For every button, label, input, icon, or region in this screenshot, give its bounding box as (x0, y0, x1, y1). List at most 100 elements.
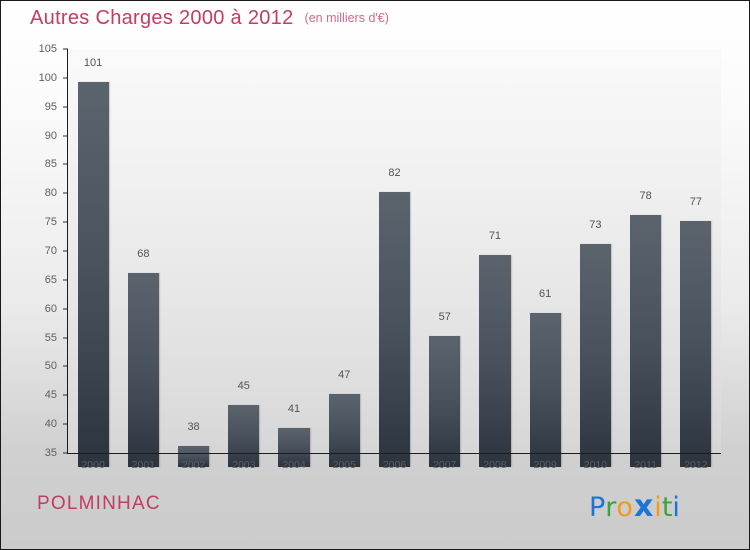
bar[interactable] (278, 428, 310, 467)
y-axis-tick-mark (63, 308, 68, 310)
y-axis-tick-label: 60 (44, 302, 57, 315)
bar[interactable] (479, 255, 511, 467)
bar-value-label: 82 (388, 166, 401, 179)
y-axis-tick-mark (63, 337, 68, 339)
bar[interactable] (178, 445, 210, 467)
y-axis-tick-label: 70 (44, 245, 57, 257)
bar-slot: 61 (529, 49, 561, 467)
bar[interactable] (127, 272, 159, 467)
y-axis-tick-label: 85 (44, 158, 57, 171)
bar-value-label: 77 (689, 195, 702, 208)
x-axis-tick-label: 2007 (433, 459, 457, 471)
bar-value-label: 57 (438, 311, 451, 324)
bar-slot: 82 (378, 49, 411, 467)
y-axis-tick-label: 80 (44, 187, 57, 200)
y-axis: 35 40 45 50 55 60 65 70 75 80 85 90 95 100 105 (29, 43, 68, 459)
bar[interactable] (77, 82, 109, 467)
x-axis-tick-label: 2003 (232, 459, 256, 471)
bar[interactable] (630, 214, 662, 467)
y-axis-tick-label: 90 (44, 129, 57, 142)
logo-letter-i-first: i (654, 492, 662, 523)
chart-header: Autres Charges 2000 à 2012 (en milliers … (1, 1, 749, 35)
bar-slot: 45 (228, 49, 260, 467)
proxiti-logo[interactable]: Proxiti (589, 489, 680, 524)
logo-letter-x: x (633, 489, 654, 524)
logo-letter-o: o (616, 492, 633, 523)
bar-slot: 73 (579, 49, 611, 467)
chart-subtitle: (en milliers d'€) (304, 11, 389, 25)
bar[interactable] (429, 336, 461, 467)
bar-value-label: 45 (237, 380, 250, 393)
bar-value-label: 73 (589, 218, 602, 231)
x-axis-tick-label: 2006 (382, 459, 407, 471)
y-axis-tick-mark (63, 279, 68, 281)
x-axis-tick-label: 2009 (533, 459, 557, 471)
bar-value-label: 78 (639, 189, 652, 202)
y-axis-tick-label: 50 (44, 360, 57, 373)
chart-title: Autres Charges 2000 à 2012 (30, 6, 294, 29)
bar-value-label: 68 (137, 247, 150, 260)
y-axis-tick-mark (63, 48, 68, 50)
x-axis-tick-label: 2005 (332, 459, 356, 471)
y-axis-tick-label: 100 (38, 71, 57, 84)
bar-value-label: 41 (287, 403, 301, 416)
y-axis-tick-mark (63, 77, 68, 79)
x-axis-tick-label: 2010 (583, 459, 608, 471)
y-axis-tick-mark (63, 423, 68, 425)
plot-wrapper: 35 40 45 50 55 60 65 70 75 80 85 90 95 100 105 101 68 38… (29, 43, 721, 471)
y-axis-tick-label: 65 (44, 273, 57, 286)
bar[interactable] (579, 243, 611, 467)
bars-layer: 101 68 38 45 41 47 82 57 71 61 73 78 77 (68, 49, 721, 467)
logo-letter-i-second: i (672, 492, 680, 523)
bar[interactable] (680, 220, 712, 467)
y-axis-tick-mark (63, 106, 68, 108)
y-axis-tick-mark (63, 135, 68, 137)
chart-footer: POLMINHAC Proxiti (1, 487, 749, 549)
y-axis-tick-label: 105 (38, 43, 57, 55)
bar-value-label: 47 (338, 368, 351, 381)
bar-slot: 77 (680, 49, 712, 467)
y-axis-tick-mark (63, 221, 68, 223)
x-axis-tick-label: 2012 (684, 459, 708, 471)
x-axis-tick-label: 2011 (634, 459, 657, 471)
logo-letter-p: P (589, 492, 606, 523)
logo-letter-r: r (605, 492, 617, 523)
bar[interactable] (378, 191, 411, 467)
logo-letter-t: t (661, 492, 673, 523)
y-axis-tick-label: 45 (44, 389, 57, 402)
bar-slot: 68 (127, 49, 159, 467)
bar[interactable] (228, 405, 260, 467)
y-axis-tick-mark (63, 163, 68, 165)
y-axis-tick-label: 55 (44, 331, 57, 344)
y-axis-line (67, 49, 68, 453)
x-axis-tick-label: 2001 (131, 459, 156, 471)
bar-slot: 78 (630, 49, 662, 467)
y-axis-tick-mark (63, 250, 68, 252)
commune-name: POLMINHAC (37, 493, 161, 514)
x-axis-line (67, 453, 721, 454)
bar-slot: 47 (328, 49, 360, 467)
x-axis-tick-label: 2008 (483, 459, 507, 471)
x-axis: 2000 2001 2002 2003 2004 2005 2006 2007 2008 2009… (68, 455, 721, 475)
y-axis-tick-label: 95 (44, 100, 57, 113)
bar[interactable] (328, 393, 360, 467)
bar-value-label: 101 (83, 57, 103, 70)
bar-value-label: 38 (187, 420, 200, 433)
y-axis-tick-mark (63, 365, 68, 367)
y-axis-tick-mark (63, 394, 68, 396)
x-axis-tick-label: 2000 (81, 459, 105, 471)
bar-slot: 71 (479, 49, 511, 467)
x-axis-tick-label: 2002 (181, 459, 206, 471)
bar-slot: 101 (77, 49, 109, 467)
y-axis-tick-mark (63, 452, 68, 454)
bar-slot: 38 (178, 49, 210, 467)
y-axis-tick-label: 35 (44, 447, 57, 459)
y-axis-tick-label: 75 (44, 216, 57, 229)
bar-slot: 41 (278, 49, 310, 467)
bar-value-label: 61 (539, 287, 552, 300)
bar[interactable] (529, 312, 561, 467)
bar-slot: 57 (429, 49, 461, 467)
y-axis-tick-mark (63, 192, 68, 194)
bar-value-label: 71 (488, 230, 502, 243)
